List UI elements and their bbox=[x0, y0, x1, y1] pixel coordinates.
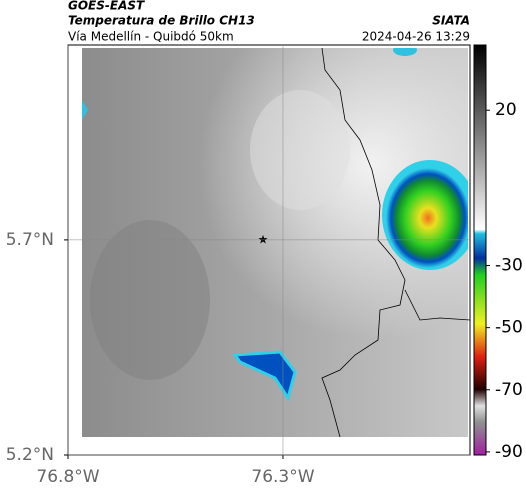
subtitle: Vía Medellín - Quibdó 50km bbox=[68, 30, 234, 44]
source: GOES-EAST bbox=[68, 0, 145, 13]
colorbar bbox=[473, 44, 487, 456]
y-tick-label: 5.7°N bbox=[6, 230, 54, 250]
colorbar-label: -30 bbox=[495, 256, 523, 276]
title: Temperatura de Brillo CH13 bbox=[68, 14, 255, 28]
satellite-image bbox=[82, 48, 468, 437]
brand: SIATA bbox=[432, 14, 470, 28]
border bbox=[404, 289, 471, 321]
border bbox=[321, 47, 406, 438]
x-tick-label: 76.3°W bbox=[251, 467, 314, 487]
colorbar-label: -70 bbox=[495, 380, 523, 400]
x-tick-label: 76.8°W bbox=[36, 467, 99, 487]
colorbar-label: -90 bbox=[495, 442, 523, 462]
colorbar-label: -50 bbox=[495, 318, 523, 338]
marker-star: ★ bbox=[258, 233, 269, 247]
colorbar-label: 20 bbox=[495, 100, 517, 120]
timestamp: 2024-04-26 13:29 bbox=[362, 30, 470, 44]
y-tick-label: 5.2°N bbox=[6, 445, 54, 465]
